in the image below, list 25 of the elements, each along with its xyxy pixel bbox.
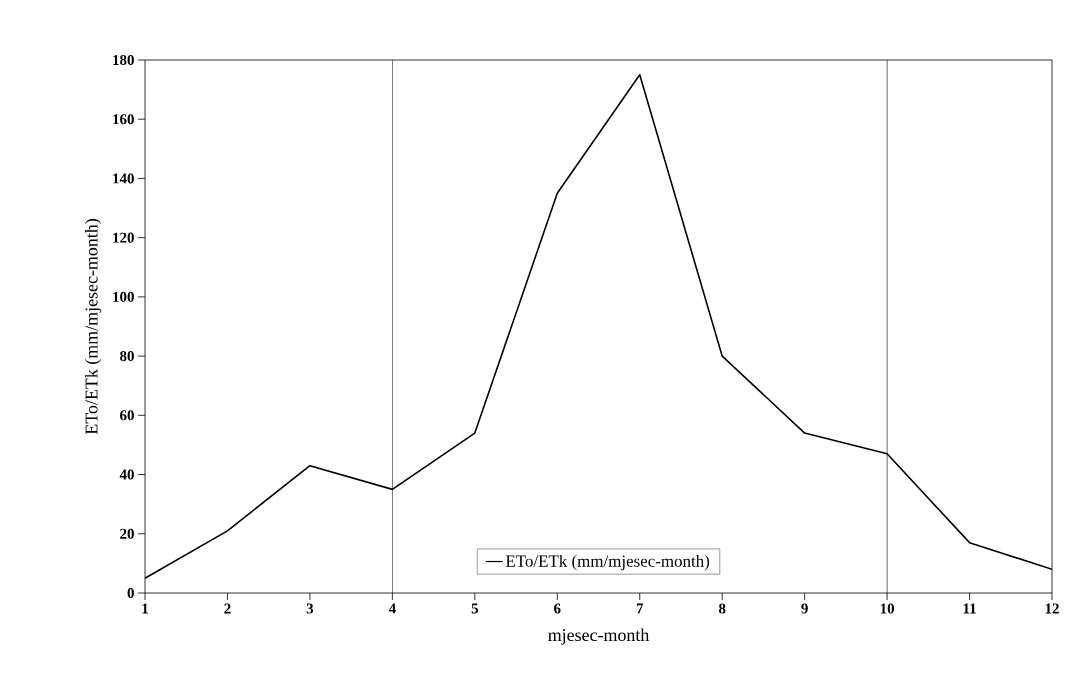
x-tick-label: 8 [718, 603, 726, 614]
x-tick-label: 5 [471, 603, 479, 614]
x-tick-label: 6 [554, 603, 561, 614]
x-tick-label: 7 [636, 603, 644, 614]
x-tick-label: 12 [1045, 603, 1059, 614]
y-axis-title: ETo/ETk (mm/mjesec-month) [84, 219, 102, 435]
y-tick-label: 40 [119, 469, 134, 480]
y-tick-label: 120 [113, 232, 134, 243]
y-tick-label: 100 [113, 291, 134, 302]
y-tick-label: 80 [120, 351, 134, 362]
x-tick-label: 11 [963, 603, 976, 614]
x-tick-label: 1 [142, 603, 148, 614]
y-tick-label: 180 [113, 54, 134, 66]
x-tick-label: 4 [388, 603, 396, 614]
y-tick-label: 20 [120, 528, 134, 539]
x-tick-label: 3 [306, 603, 314, 614]
x-tick-label: 9 [801, 603, 808, 614]
x-axis-title: mjesec-month [548, 628, 650, 645]
y-tick-label: 0 [127, 587, 134, 599]
x-tick-label: 2 [224, 603, 231, 614]
x-tick-label: 10 [880, 603, 895, 614]
legend-label: ETo/ETk (mm/mjesec-month) [505, 554, 710, 571]
y-tick-label: 140 [113, 173, 134, 184]
y-tick-label: 160 [113, 114, 134, 125]
y-tick-label: 60 [120, 410, 134, 421]
